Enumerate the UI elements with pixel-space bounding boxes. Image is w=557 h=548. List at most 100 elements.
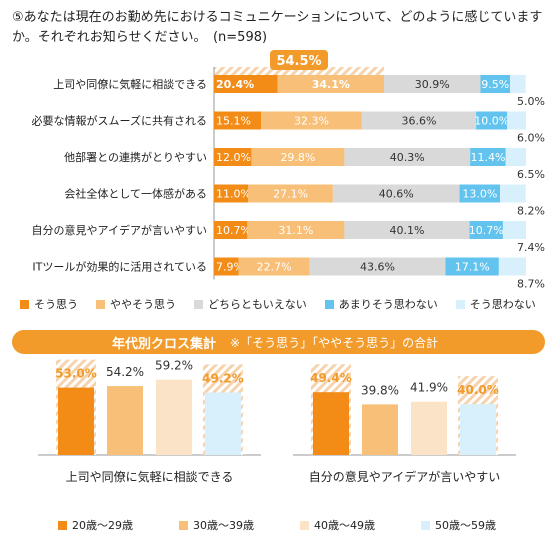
category-label: 必要な情報がスムーズに共有される: [32, 114, 207, 128]
data-label: 53.0%: [55, 367, 97, 381]
data-label: 20.4%: [216, 78, 254, 91]
legend-swatch: [96, 299, 105, 309]
data-label: 49.2%: [202, 371, 244, 385]
bar-segment: [502, 221, 526, 239]
category-label: 自分の意見やアイデアが言いやすい: [32, 223, 207, 237]
data-label: 13.0%: [462, 188, 497, 201]
data-label: 10.7%: [469, 224, 504, 237]
bar-segment: [214, 111, 262, 130]
legend-swatch: [20, 299, 29, 309]
data-label: 49.4%: [310, 371, 352, 385]
bar-segment: [505, 148, 526, 166]
bar: [156, 379, 192, 455]
bar-segment: [344, 221, 470, 239]
data-label: 11.4%: [470, 151, 505, 164]
data-label: 40.3%: [390, 151, 425, 164]
bar-segment: [332, 184, 460, 203]
data-label: 10.0%: [474, 115, 509, 128]
category-label: 会社全体として一体感がある: [64, 187, 207, 201]
bar-segment: [469, 221, 503, 239]
legend-swatch: [324, 299, 334, 309]
legend-label: そう思わない: [469, 298, 536, 311]
bar: [313, 392, 349, 455]
bar-segment: [309, 257, 446, 276]
legend-label: 20歳～29歳: [72, 519, 133, 532]
legend-item: そう思う: [20, 296, 78, 312]
bar-segment: [510, 75, 526, 93]
bar-segment: [214, 75, 278, 93]
bar: [107, 386, 143, 455]
legend-label: あまりそう思わない: [338, 298, 438, 311]
legend-label: 50歳～59歳: [435, 519, 496, 532]
bar-segment: [344, 148, 471, 166]
data-label: 34.1%: [312, 78, 350, 91]
bar-segment: [498, 257, 526, 276]
legend-label: 30歳～39歳: [193, 519, 254, 532]
bar-segment: [238, 257, 310, 276]
category-label: ITツールが効果的に活用されている: [32, 260, 207, 274]
bar: [460, 404, 496, 455]
bar-segment: [384, 75, 481, 93]
highlight-callout-label: 54.5%: [276, 54, 321, 69]
bar-segment: [361, 111, 477, 130]
legend-swatch: [179, 520, 188, 530]
legend-swatch: [455, 299, 465, 309]
bar-segment: [214, 148, 252, 166]
question-text: ⑤あなたは現在のお勤め先におけるコミュニケーションについて、どのように感じていま…: [12, 10, 543, 45]
data-label: 41.9%: [410, 381, 448, 395]
data-label: 30.9%: [415, 78, 450, 91]
data-label: 6.0%: [517, 132, 545, 145]
legend-label: そう思う: [34, 298, 78, 311]
bar-segment: [247, 221, 345, 239]
bar-segment: [507, 111, 526, 130]
stacked-legend: そう思う ややそう思う どちらともいえない あまりそう思わない そう思わない: [20, 296, 554, 312]
legend-item: 20歳～29歳: [58, 517, 133, 533]
data-label: 15.1%: [216, 115, 251, 128]
bar-segment: [261, 111, 362, 130]
data-label: 31.1%: [278, 224, 313, 237]
legend-item: あまりそう思わない: [324, 296, 438, 312]
bar-segment: [500, 184, 526, 203]
legend-label: どちらともいえない: [208, 298, 307, 311]
data-label: 29.8%: [280, 151, 315, 164]
data-label: 40.0%: [457, 383, 499, 397]
bar-segment: [248, 184, 333, 203]
age-legend: 20歳～29歳 30歳～39歳 40歳～49歳 50歳～59歳: [58, 517, 542, 533]
data-label: 11.0%: [216, 188, 251, 201]
cross-tab-title: 年代別クロス集計: [112, 336, 217, 352]
data-label: 22.7%: [257, 261, 292, 274]
group-label: 上司や同僚に気軽に相談できる: [66, 469, 234, 484]
data-label: 5.0%: [517, 95, 545, 108]
data-label: 39.8%: [361, 383, 399, 397]
category-label: 他部署との連携がとりやすい: [64, 150, 207, 164]
data-label: 8.7%: [517, 278, 545, 291]
data-label: 10.7%: [216, 224, 251, 237]
category-label: 上司や同僚に気軽に相談できる: [53, 77, 207, 91]
bar: [205, 392, 241, 455]
legend-label: ややそう思う: [110, 298, 176, 311]
data-label: 36.6%: [402, 115, 437, 128]
bar: [411, 401, 447, 455]
legend-item: どちらともいえない: [194, 296, 307, 312]
legend-swatch: [58, 520, 67, 530]
data-label: 7.9%: [216, 261, 244, 274]
bar-segment: [251, 148, 345, 166]
data-label: 59.2%: [155, 359, 193, 373]
data-label: 12.0%: [216, 151, 251, 164]
bar-segment: [476, 111, 508, 130]
group-label: 自分の意見やアイデアが言いやすい: [309, 469, 500, 484]
data-label: 40.1%: [389, 224, 424, 237]
legend-swatch: [421, 520, 430, 530]
cross-tab-subtitle: ※「そう思う」「ややそう思う」の合計: [230, 335, 439, 350]
highlight-callout: [270, 50, 329, 70]
data-label: 32.3%: [294, 115, 329, 128]
legend-label: 40歳～49歳: [314, 519, 375, 532]
bar-segment: [459, 184, 501, 203]
legend-item: 40歳～49歳: [300, 517, 375, 533]
data-label: 27.1%: [273, 188, 308, 201]
data-label: 7.4%: [517, 241, 545, 254]
bar-segment: [470, 148, 506, 166]
data-label: 8.2%: [517, 205, 545, 218]
legend-item: ややそう思う: [96, 296, 176, 312]
bar: [362, 404, 398, 455]
